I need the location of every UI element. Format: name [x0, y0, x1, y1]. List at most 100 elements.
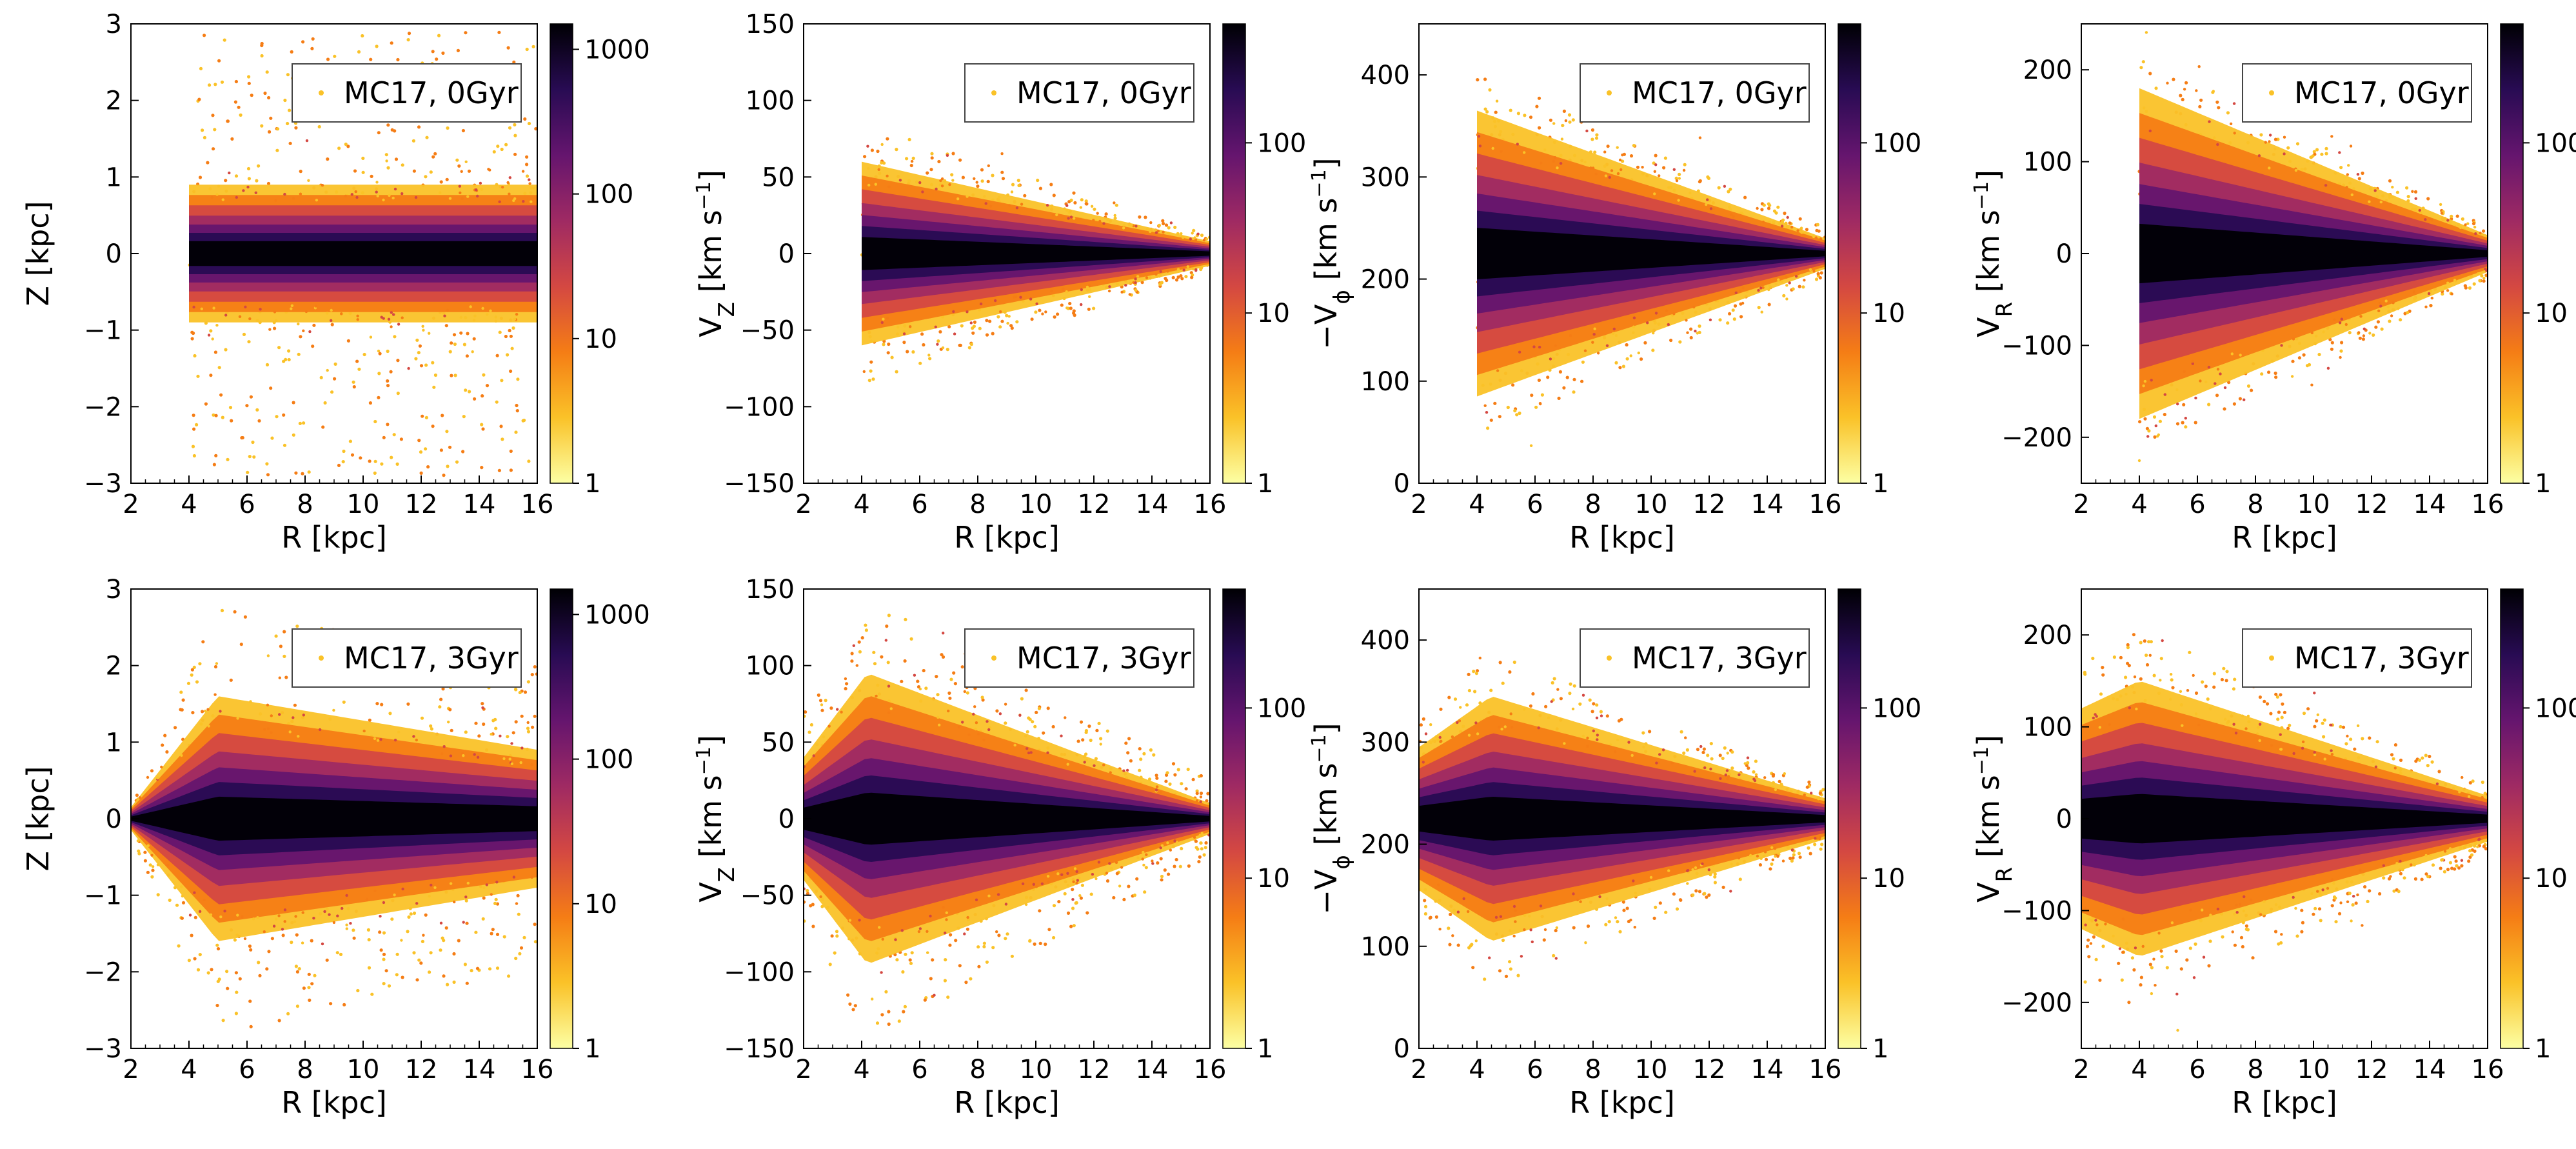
point	[1746, 756, 1750, 759]
point	[396, 392, 400, 395]
point	[1654, 905, 1658, 909]
point	[1165, 771, 1169, 775]
point	[228, 171, 231, 175]
point	[393, 187, 397, 191]
point	[317, 125, 321, 129]
point	[333, 377, 337, 381]
point	[386, 423, 390, 426]
point	[2406, 311, 2410, 315]
point	[1069, 215, 1073, 219]
colorbar-bar	[2500, 23, 2524, 484]
point	[2428, 217, 2432, 221]
point	[1537, 378, 1541, 383]
point	[1068, 301, 1072, 306]
point	[233, 610, 237, 614]
point	[2426, 197, 2430, 201]
point	[2324, 184, 2328, 187]
point	[900, 929, 904, 932]
point	[239, 113, 243, 117]
point	[1590, 710, 1594, 714]
point	[318, 728, 322, 732]
point	[1633, 926, 1636, 929]
point	[1703, 892, 1707, 895]
point	[2183, 88, 2186, 91]
point	[936, 339, 940, 343]
point	[532, 186, 535, 190]
point	[2340, 341, 2344, 345]
point	[2215, 100, 2219, 104]
point	[446, 983, 450, 986]
point	[308, 998, 312, 1002]
point	[207, 724, 210, 728]
point	[1506, 405, 1510, 410]
y-tick-label: 1	[106, 728, 122, 757]
point	[1126, 751, 1130, 755]
legend-marker	[1607, 90, 1612, 95]
point	[249, 1024, 253, 1028]
point	[234, 174, 239, 178]
point	[203, 898, 206, 902]
point	[2223, 407, 2226, 411]
point	[1051, 724, 1055, 729]
point	[275, 415, 279, 419]
point	[294, 126, 298, 130]
point	[258, 974, 262, 977]
point	[192, 427, 196, 431]
point	[1163, 868, 1167, 872]
y-tick-label: −100	[724, 392, 795, 422]
point	[918, 181, 922, 185]
point	[482, 886, 486, 890]
point	[2363, 327, 2366, 330]
point	[1508, 960, 1512, 964]
point	[494, 897, 498, 901]
point	[1168, 782, 1172, 786]
x-tick-label: 16	[1194, 490, 1227, 519]
point	[2399, 318, 2403, 322]
point	[323, 910, 326, 914]
point	[2157, 433, 2160, 437]
point	[2479, 232, 2482, 235]
point	[215, 943, 219, 947]
point	[486, 313, 489, 316]
point	[900, 679, 904, 683]
point	[1760, 208, 1764, 212]
point	[175, 903, 179, 907]
point	[1590, 137, 1594, 141]
point	[1447, 926, 1451, 930]
point	[2191, 359, 2194, 363]
point	[526, 730, 531, 734]
point	[840, 710, 843, 714]
point	[299, 170, 302, 174]
point	[302, 714, 305, 717]
point	[1608, 175, 1611, 179]
point	[972, 712, 975, 716]
point	[1024, 734, 1027, 738]
point	[481, 917, 485, 921]
point	[1020, 203, 1024, 206]
colorbar-tick-label: 100	[584, 745, 633, 775]
point	[935, 675, 938, 679]
point	[379, 738, 382, 741]
point	[424, 913, 428, 917]
point	[236, 914, 239, 917]
point	[1105, 729, 1109, 733]
point	[2137, 459, 2141, 463]
point	[1169, 221, 1173, 225]
point	[994, 299, 997, 303]
point	[421, 325, 424, 328]
point	[1818, 791, 1822, 795]
point	[1738, 290, 1742, 293]
point	[1187, 864, 1191, 868]
point	[234, 971, 238, 975]
point	[192, 331, 195, 335]
point	[2223, 386, 2227, 390]
point	[462, 415, 466, 419]
x-tick-label: 14	[1136, 490, 1169, 519]
x-tick-label: 12	[405, 1055, 438, 1084]
point	[2472, 222, 2476, 226]
point	[1588, 698, 1592, 702]
point	[1664, 910, 1668, 914]
point	[1538, 345, 1541, 349]
point	[945, 911, 949, 915]
point	[375, 702, 379, 706]
